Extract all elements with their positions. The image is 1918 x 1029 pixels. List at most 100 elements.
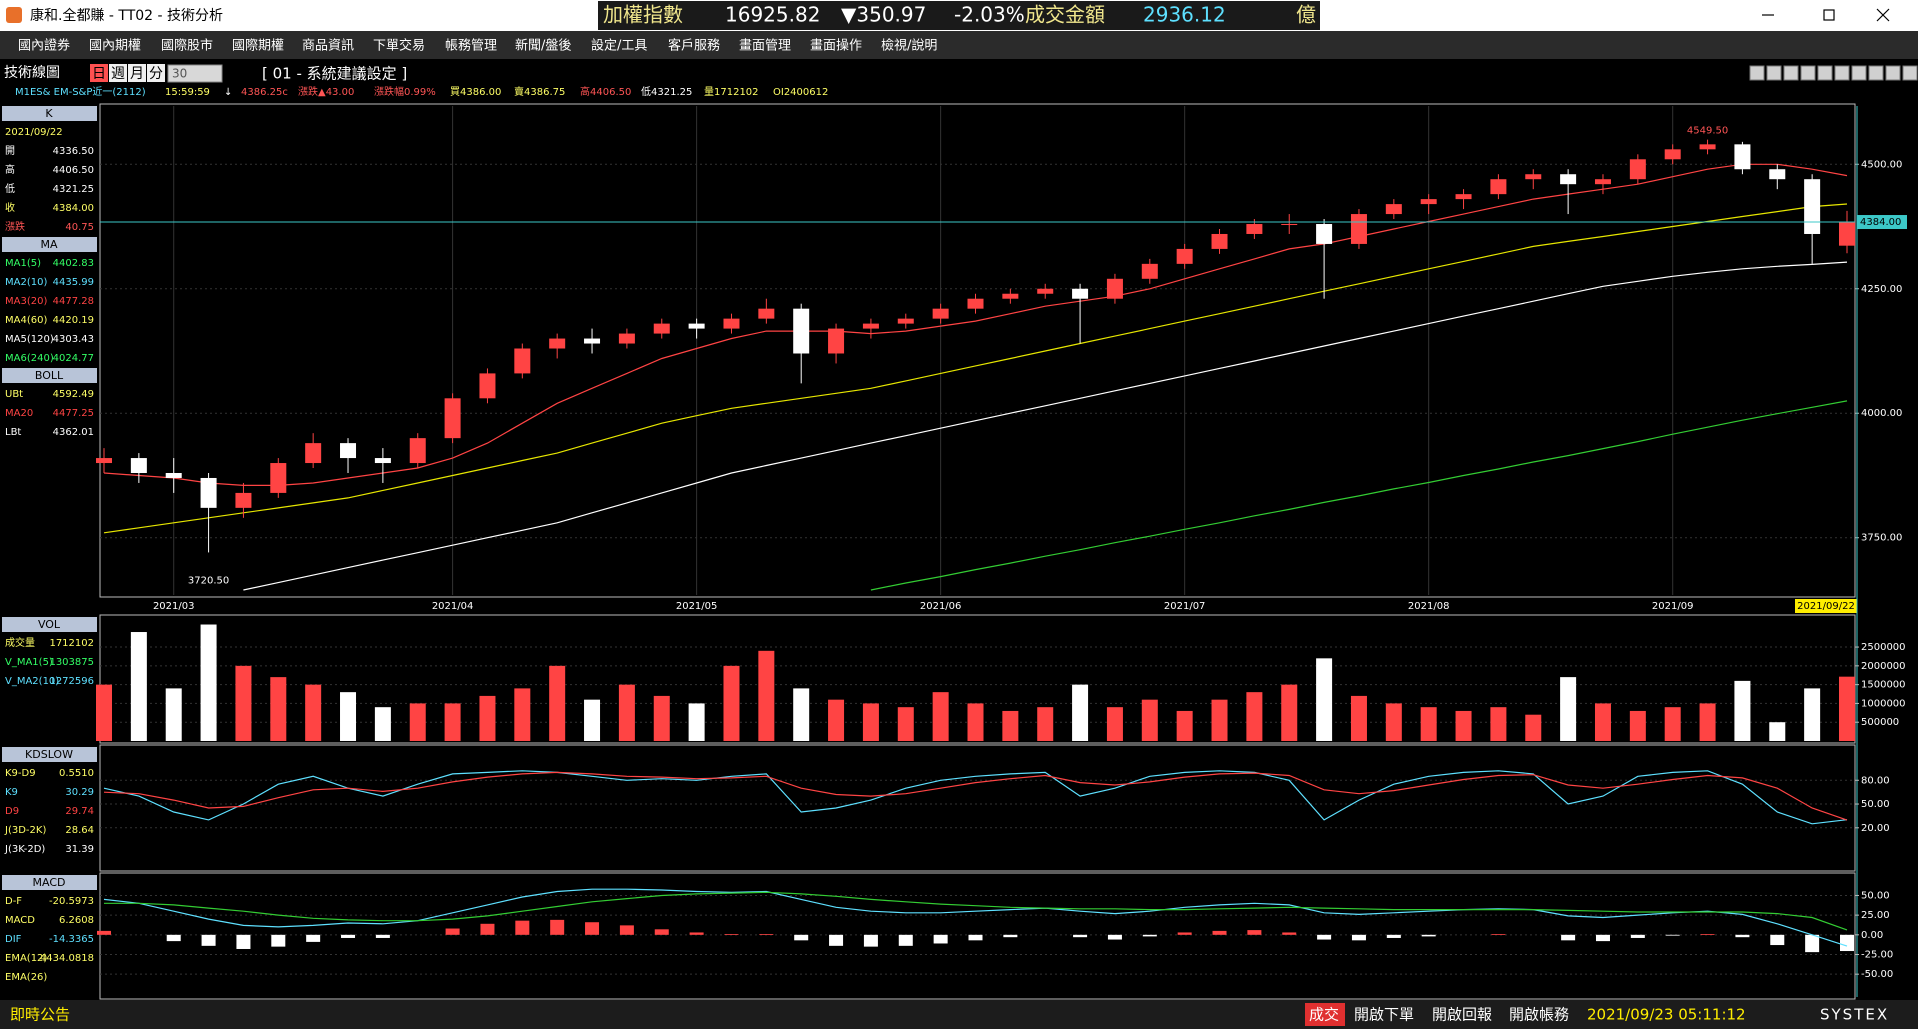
histogram-bar [654,929,669,935]
panel-row-value: -20.5973 [49,896,94,907]
panel-row-label: 低 [5,182,15,195]
volume-bar [618,684,635,741]
tool-icon[interactable] [1749,65,1765,81]
candle-body [1350,214,1367,244]
menu-item[interactable]: 帳務管理 [445,39,497,54]
y-tick-label: 4500.00 [1861,159,1902,170]
histogram-bar [1177,932,1192,935]
setting-label[interactable]: [ 01 - 系統建議設定 ] [262,65,407,83]
histogram-bar [1630,934,1645,938]
menu-item[interactable]: 畫面操作 [810,38,862,54]
period-label[interactable]: 日 [92,66,106,82]
candle-body [1246,224,1263,234]
status-button[interactable]: 開啟下單 [1354,1006,1414,1024]
period-button[interactable] [90,64,108,82]
menu-item[interactable]: 國際期權 [232,39,284,54]
histogram-bar [794,934,809,941]
candle-body [549,338,566,349]
count-value[interactable]: 30 [172,67,187,81]
period-label[interactable]: 分 [149,66,163,82]
panel-header [2,875,97,890]
status-button[interactable]: 開啟帳務 [1509,1006,1569,1024]
period-button[interactable] [128,64,146,82]
candle-body [1525,174,1542,180]
count-dropdown[interactable] [167,64,223,83]
status-button[interactable]: 開啟回報 [1432,1006,1492,1024]
menu-item[interactable]: 新聞/盤後 [515,38,571,54]
menu-item[interactable]: 設定/工具 [591,38,647,54]
volume-bar [862,703,879,741]
menu-bar [0,31,1918,59]
notice[interactable]: 即時公告 [10,1006,70,1024]
tool-icon[interactable] [1783,65,1799,81]
panel-row-label: 成交量 [5,636,35,649]
menu-item[interactable]: 國內期權 [89,39,141,54]
period-button[interactable] [147,64,165,82]
panel-row-value: 4406.50 [53,165,94,176]
menu-item[interactable]: 客戶服務 [668,38,720,54]
menu-item[interactable]: 畫面管理 [739,39,791,54]
menu-item[interactable]: 國際股市 [161,38,213,54]
current-price-label: 4384.00 [1860,217,1901,228]
panel-row-value: 4362.01 [53,427,94,438]
tool-icon[interactable] [1800,65,1816,81]
candle-body [758,308,775,319]
panel-row-label: EMA(26) [5,972,47,983]
volume-bar [1385,703,1402,741]
panel-row-label: D-F [5,896,22,907]
panel-title: MA [40,238,57,251]
histogram-bar [689,932,704,935]
info-item: ↓ [224,87,232,98]
menu-item[interactable]: 檢視/說明 [881,38,937,54]
panel-row-value: 29.74 [65,806,94,817]
tool-icon[interactable] [1834,65,1850,81]
window-controls[interactable] [1762,8,1890,22]
volume-bar [793,688,810,741]
x-tick-label: 2021/03 [153,601,195,612]
status-button[interactable]: 成交 [1309,1006,1339,1024]
panel-row-label: 高 [5,163,15,176]
ticker-item: 成交金額 [1025,3,1105,27]
brand: SYSTEX [1820,1006,1889,1024]
status-bar [0,1000,1918,1029]
volume-bar [1420,707,1437,741]
period-label[interactable]: 月 [130,66,144,82]
histogram-bar [585,922,600,935]
ticker-item: 16925.82 [725,3,820,27]
panel-row-label: LBt [5,427,21,438]
volume-bar [165,688,182,741]
candle-body [688,323,705,329]
menu-item[interactable]: 商品資訊 [302,39,354,54]
volume-bar [967,703,984,741]
tool-icon[interactable] [1766,65,1782,81]
histogram-bar [236,934,251,949]
menu-item[interactable]: 國內證券 [18,38,70,54]
candle-body [1037,288,1054,294]
tool-icon[interactable] [1885,65,1901,81]
x-tick-label: 2021/09/22 [1797,601,1855,612]
candle-body [374,458,391,464]
candle-body [340,443,357,459]
tool-icon[interactable] [1817,65,1833,81]
volume-bar [653,695,670,741]
tool-icon[interactable] [1902,65,1918,81]
volume-bar [1594,703,1611,741]
histogram-bar [1665,934,1680,936]
volume-bar [374,707,391,741]
panel-row-label: EMA(12) [5,953,47,964]
histogram-bar [271,934,286,947]
menu-item[interactable]: 下單交易 [373,38,425,54]
panel-title: MACD [33,876,66,889]
candle-body [862,323,879,329]
ticker-item: ▼350.97 [841,3,926,27]
tool-icon[interactable] [1851,65,1867,81]
candle-body [1316,224,1333,244]
volume-bar [1211,699,1228,741]
histogram-bar [1282,932,1297,935]
tool-icon[interactable] [1868,65,1884,81]
volume-bar [758,650,775,741]
period-button[interactable] [109,64,127,82]
period-label[interactable]: 週 [111,66,125,82]
volume-bar [130,632,147,741]
series-line [243,261,1848,591]
